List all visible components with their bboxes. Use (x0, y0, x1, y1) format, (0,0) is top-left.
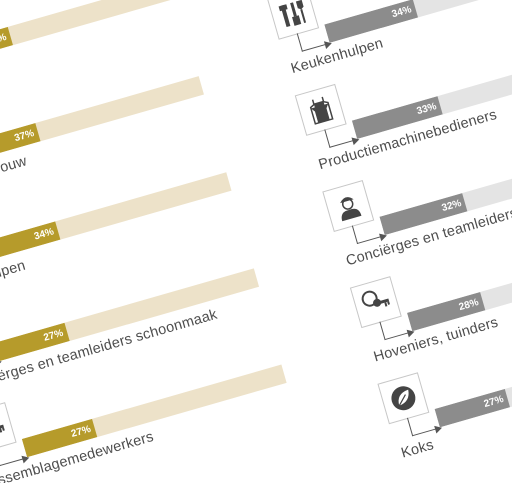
bar: 34% (324, 0, 418, 43)
bar-value-label: 27% (69, 423, 93, 440)
bar-value-label: 34% (32, 226, 56, 243)
bar-value-label: 28% (457, 297, 480, 314)
bar-value-label: 37% (13, 128, 36, 145)
magnifier-key-icon (0, 402, 17, 455)
bar: 34% (0, 221, 61, 265)
bar: 37% (0, 26, 13, 73)
bar-value-label: 27% (482, 393, 505, 411)
bar-row: 34% Keukenhulpen (267, 0, 512, 86)
tools-icon (267, 0, 320, 40)
magnifier-key-icon (349, 276, 402, 329)
bar-value-label: 37% (0, 31, 8, 48)
bar-value-label: 34% (390, 4, 413, 21)
bar-value-label: 27% (42, 327, 65, 344)
bar-row: 27% Koks (377, 263, 512, 471)
worker-icon (322, 180, 375, 232)
bar-row: 33% Productiemachinebedieners (294, 0, 512, 182)
bar-track: 34% (324, 0, 512, 43)
bar-value-label: 33% (415, 101, 438, 118)
leaf-icon (377, 372, 430, 425)
bar-value-label: 32% (440, 197, 463, 215)
bar-row: 27% Assemblagemedewerkers (0, 292, 412, 483)
bar: 27% (434, 388, 510, 428)
bar-row: 28% Hoveniers, tuinders (349, 166, 512, 374)
category-label: Koks (399, 437, 436, 462)
apron-icon (294, 83, 347, 136)
bar-row: 32% Conciërges en teamleiders (322, 70, 512, 278)
